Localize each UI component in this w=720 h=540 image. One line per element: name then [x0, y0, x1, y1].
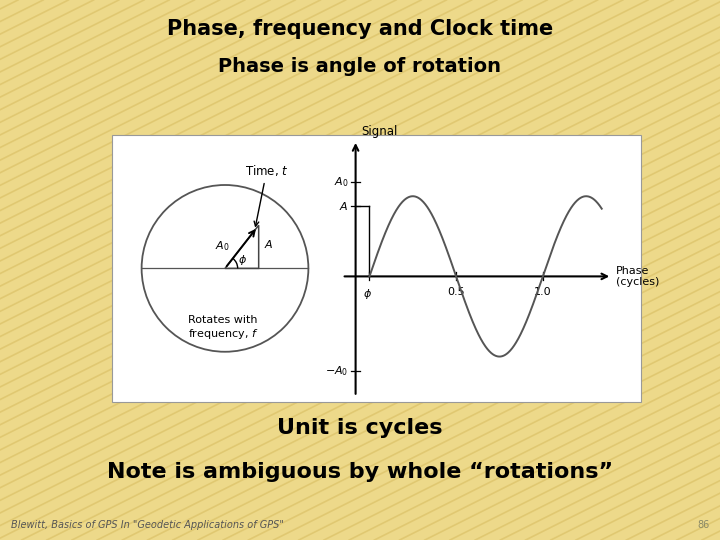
Text: Phase
(cycles): Phase (cycles): [616, 266, 659, 287]
Text: Unit is cycles: Unit is cycles: [277, 418, 443, 438]
Text: $\phi$: $\phi$: [238, 253, 248, 267]
Text: Note is ambiguous by whole “rotations”: Note is ambiguous by whole “rotations”: [107, 462, 613, 482]
Text: Phase, frequency and Clock time: Phase, frequency and Clock time: [167, 19, 553, 39]
Text: $A_0$: $A_0$: [215, 239, 230, 253]
Text: $A$: $A$: [339, 200, 348, 212]
Text: $-A_0$: $-A_0$: [325, 364, 348, 378]
Text: 86: 86: [697, 520, 709, 530]
Text: Phase is angle of rotation: Phase is angle of rotation: [218, 57, 502, 76]
Text: $A_0$: $A_0$: [334, 175, 348, 188]
Bar: [112, 135, 641, 402]
Text: $A$: $A$: [264, 238, 274, 249]
Text: 1.0: 1.0: [534, 287, 552, 297]
Text: Rotates with
frequency, $f$: Rotates with frequency, $f$: [189, 315, 258, 341]
Text: Time, $t$: Time, $t$: [245, 163, 289, 226]
Text: $\phi$: $\phi$: [364, 287, 372, 301]
Text: Blewitt, Basics of GPS In "Geodetic Applications of GPS": Blewitt, Basics of GPS In "Geodetic Appl…: [11, 520, 284, 530]
Text: Signal: Signal: [361, 125, 397, 138]
Text: 0.5: 0.5: [447, 287, 465, 297]
